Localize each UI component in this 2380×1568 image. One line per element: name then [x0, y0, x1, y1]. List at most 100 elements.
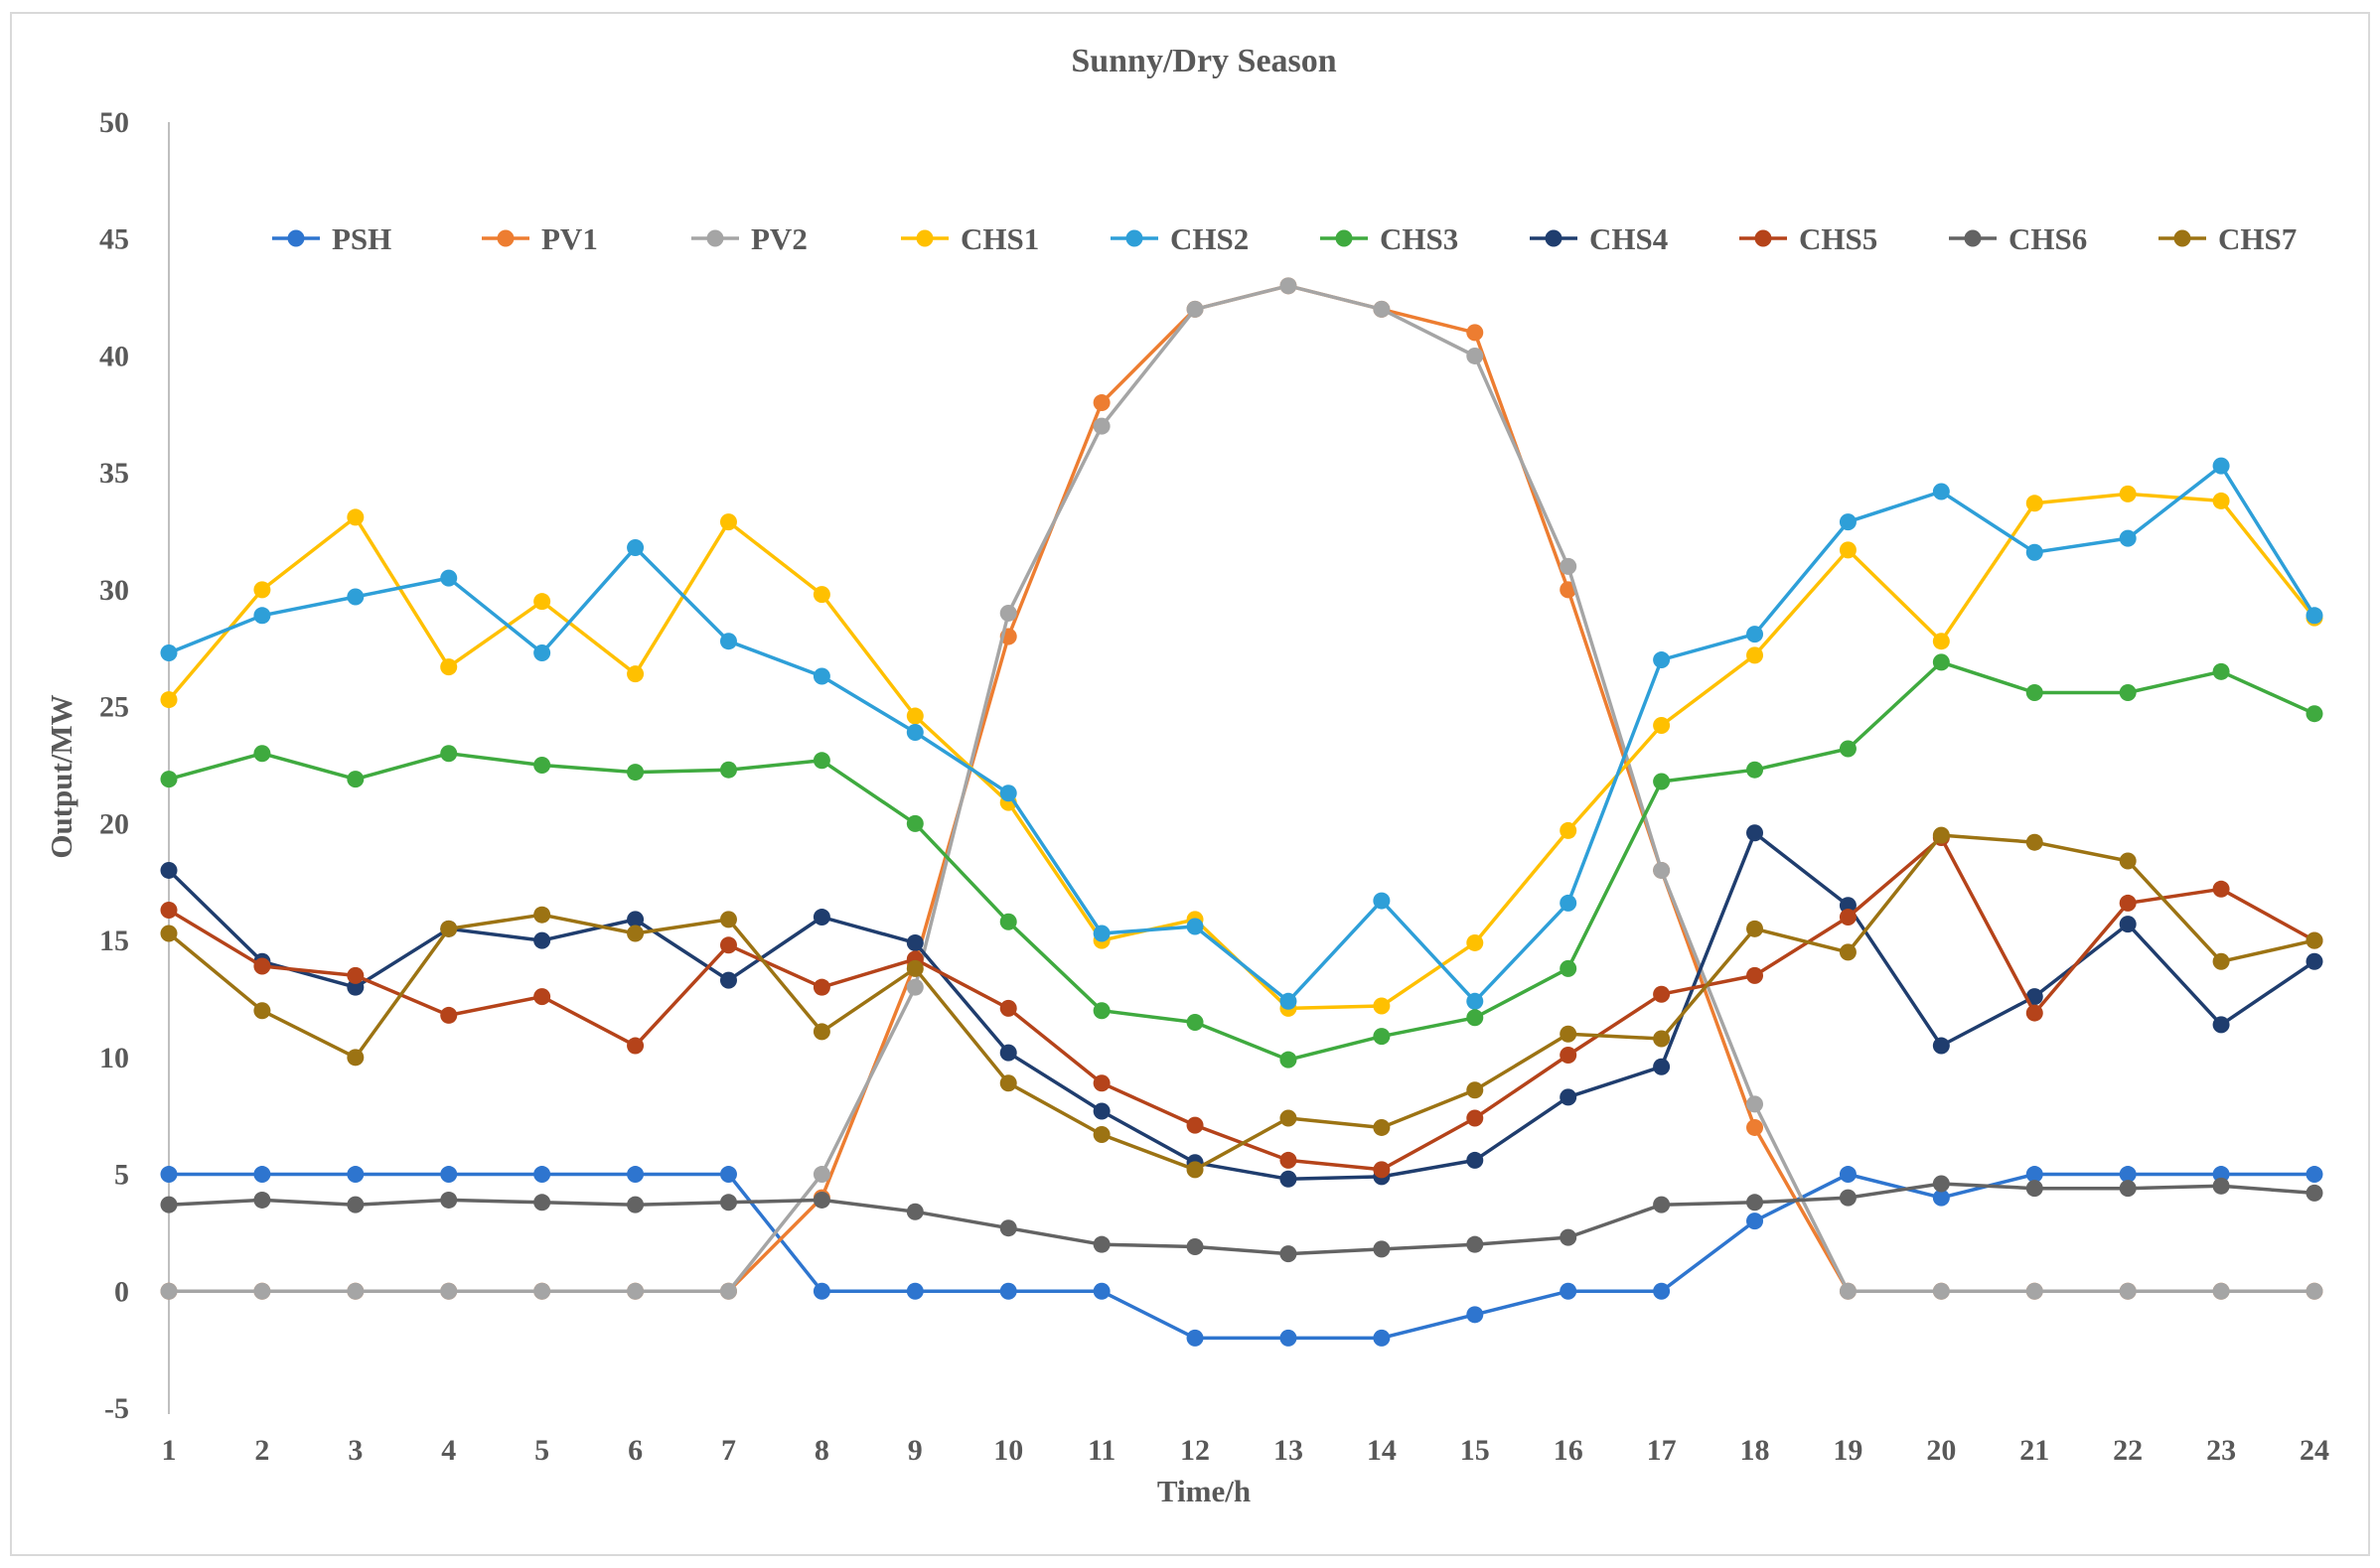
x-tick-label: 8: [815, 1434, 829, 1467]
data-point: [253, 745, 271, 763]
y-tick-label: 20: [99, 807, 129, 840]
data-point: [2119, 852, 2137, 870]
data-point: [253, 607, 271, 625]
data-point: [1560, 894, 1577, 912]
data-point: [1746, 761, 1764, 779]
data-point: [719, 971, 737, 989]
data-point: [1466, 1306, 1484, 1324]
data-point: [1466, 992, 1484, 1010]
data-point: [2306, 705, 2323, 723]
data-point: [1186, 1329, 1204, 1347]
data-point: [1839, 909, 1857, 927]
data-point: [1932, 1189, 1950, 1207]
data-point: [1839, 740, 1857, 758]
x-tick-label: 12: [1180, 1434, 1210, 1467]
data-point: [160, 1196, 178, 1213]
data-point: [2306, 931, 2323, 949]
data-point: [1093, 1074, 1111, 1092]
data-point: [1932, 633, 1950, 650]
legend-marker: [497, 229, 515, 247]
data-point: [813, 1023, 830, 1041]
legend-label: PSH: [332, 221, 391, 256]
data-point: [1560, 557, 1577, 575]
x-tick-label: 23: [2206, 1434, 2236, 1467]
data-point: [627, 1196, 645, 1213]
data-point: [1839, 1189, 1857, 1207]
data-point: [1093, 1126, 1111, 1144]
data-point: [1653, 651, 1671, 669]
data-point: [906, 978, 924, 996]
data-point: [2119, 529, 2137, 547]
legend-label: CHS3: [1380, 221, 1458, 256]
data-point: [1932, 826, 1950, 844]
data-point: [253, 1166, 271, 1184]
series-line: [168, 1182, 2315, 1256]
data-point: [1560, 1282, 1577, 1300]
legend-marker: [706, 229, 724, 247]
data-point: [627, 925, 645, 942]
data-point: [2025, 543, 2043, 561]
legend-marker: [287, 229, 305, 247]
data-point: [347, 508, 365, 526]
data-point: [2025, 988, 2043, 1006]
x-tick-label: 5: [534, 1434, 549, 1467]
data-point: [2119, 485, 2137, 502]
data-point: [347, 1049, 365, 1067]
data-point: [347, 588, 365, 606]
data-point: [813, 978, 830, 996]
data-point: [1373, 1161, 1391, 1179]
data-point: [1373, 1240, 1391, 1258]
data-point: [1839, 1282, 1857, 1300]
data-point: [2025, 1282, 2043, 1300]
legend-item: CHS5: [1739, 221, 1877, 256]
data-point: [440, 658, 458, 676]
data-point: [719, 1166, 737, 1184]
data-point: [1746, 920, 1764, 937]
x-tick-label: 19: [1833, 1434, 1862, 1467]
series-chs7: [160, 826, 2323, 1179]
data-point: [533, 1166, 551, 1184]
y-tick-label: 5: [114, 1159, 129, 1192]
y-tick-label: 40: [99, 340, 129, 372]
data-point: [999, 604, 1017, 622]
data-point: [1279, 1170, 1297, 1188]
series-line: [168, 660, 2315, 1062]
data-point: [1839, 541, 1857, 559]
series-line: [168, 835, 2315, 1172]
x-tick-label: 6: [628, 1434, 643, 1467]
legend-item: CHS4: [1530, 221, 1668, 256]
data-point: [1373, 1118, 1391, 1136]
data-point: [2306, 607, 2323, 625]
data-point: [347, 1196, 365, 1213]
data-point: [1279, 992, 1297, 1010]
data-point: [1186, 1238, 1204, 1256]
data-point: [1466, 1009, 1484, 1027]
data-point: [1839, 1166, 1857, 1184]
series-chs5: [160, 828, 2323, 1179]
y-tick-label: 35: [99, 457, 129, 490]
legend-label: CHS4: [1589, 221, 1668, 256]
data-point: [1560, 1228, 1577, 1246]
data-point: [440, 745, 458, 763]
data-point: [160, 901, 178, 919]
data-point: [1093, 1002, 1111, 1020]
data-point: [906, 959, 924, 977]
legend-label: CHS5: [1799, 221, 1877, 256]
data-point: [1373, 300, 1391, 318]
data-point: [813, 752, 830, 770]
data-point: [1093, 394, 1111, 412]
data-point: [160, 691, 178, 709]
data-point: [1746, 1212, 1764, 1230]
data-point: [627, 764, 645, 782]
series-psh: [160, 1166, 2323, 1347]
data-point: [1560, 1046, 1577, 1064]
data-point: [2025, 833, 2043, 851]
x-tick-label: 3: [348, 1434, 363, 1467]
data-point: [533, 643, 551, 661]
data-point: [1093, 1235, 1111, 1253]
data-point: [160, 1166, 178, 1184]
x-tick-label: 18: [1740, 1434, 1770, 1467]
legend-label: CHS6: [2008, 221, 2087, 256]
legend-label: CHS7: [2218, 221, 2297, 256]
data-point: [627, 665, 645, 683]
